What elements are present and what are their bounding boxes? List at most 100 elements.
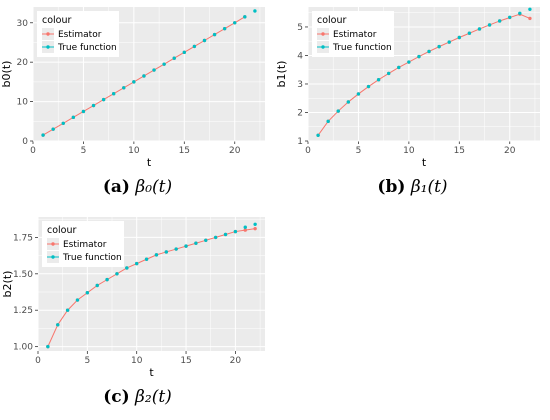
true-function-point (437, 44, 441, 49)
true-function-point (447, 40, 451, 44)
y-axis-title: b2(t) (1, 271, 14, 298)
true-function-point (132, 80, 136, 84)
true-function-point (467, 31, 472, 35)
legend-title: colour (47, 225, 77, 236)
estimator-point (243, 228, 247, 232)
true-function-point (417, 54, 421, 59)
x-tick-label: 10 (128, 146, 140, 156)
true-function-point (376, 78, 381, 82)
true-function-point (144, 257, 149, 261)
true-function-point (386, 71, 391, 76)
true-function-point (407, 60, 411, 64)
caption-b: (b) β₁(t) (275, 177, 550, 197)
y-tick-label: 1.75 (13, 233, 33, 243)
caption-c: (c) β₂(t) (0, 387, 275, 407)
chart-b1: 0 5 10 15 20 1 2 3 4 5 t b1(t) colour Estimator True f… (275, 7, 540, 169)
true-function-point (172, 56, 176, 60)
true-function-point (212, 32, 217, 37)
true-function-point (75, 298, 80, 302)
caption-c-math: β₂(t) (135, 387, 172, 407)
x-tick-label: 0 (35, 356, 41, 366)
true-function-point (46, 344, 50, 349)
true-function-point (41, 133, 45, 137)
x-tick-label: 15 (180, 356, 191, 366)
true-function-point (194, 241, 198, 245)
true-function-point (152, 68, 156, 72)
legend-estimator-point (51, 242, 55, 246)
true-function-point (213, 235, 218, 240)
true-function-point (125, 266, 129, 270)
true-function-point (202, 38, 207, 43)
true-function-point (233, 21, 237, 25)
caption-a-label: (a) (102, 177, 130, 197)
true-function-point (51, 127, 55, 131)
caption-b-label: (b) (377, 177, 406, 197)
true-function-point (518, 11, 522, 15)
legend-true-label: True function (332, 43, 392, 53)
y-axis-title: b0(t) (0, 61, 13, 88)
true-function-point (81, 109, 86, 114)
legend-estimator-label: Estimator (58, 30, 102, 40)
true-function-point (427, 49, 431, 54)
true-function-point (95, 283, 99, 288)
y-tick-label: 1 (297, 137, 303, 147)
true-function-point (182, 50, 187, 55)
true-function-point (487, 23, 492, 27)
x-tick-label: 20 (504, 146, 516, 156)
chart-b0: 0 5 10 15 20 0 10 20 30 t b0(t) colour Estimator True… (0, 7, 265, 169)
x-tick-label: 15 (454, 146, 465, 156)
x-tick-label: 15 (179, 146, 190, 156)
true-function-point (184, 244, 188, 248)
estimator-point (253, 226, 257, 231)
true-function-point (122, 86, 126, 90)
x-axis-title: t (422, 156, 427, 169)
true-function-point (154, 253, 159, 257)
true-function-point (233, 229, 238, 234)
x-tick-label: 20 (229, 146, 241, 156)
x-tick-label: 10 (403, 146, 415, 156)
x-tick-label: 0 (305, 146, 311, 156)
true-function-point (162, 62, 166, 66)
x-tick-label: 5 (84, 356, 90, 366)
true-function-point (336, 109, 340, 113)
caption-a: (a) β₀(t) (0, 177, 275, 197)
true-function-point (91, 103, 96, 108)
y-axis-title: b1(t) (275, 61, 288, 88)
x-axis-title: t (147, 156, 152, 169)
y-tick-label: 4 (297, 51, 303, 61)
true-function-point (457, 35, 462, 40)
x-tick-label: 0 (30, 146, 36, 156)
legend-estimator-point (321, 32, 325, 36)
legend-true-point (51, 255, 55, 259)
true-function-point (71, 115, 76, 120)
true-function-point (477, 27, 482, 31)
true-function-point (223, 232, 228, 237)
estimator-line (47, 228, 256, 347)
legend-true-point (321, 45, 325, 49)
y-tick-label: 0 (22, 137, 28, 147)
legend-true-point (46, 45, 50, 49)
true-function-point (253, 9, 257, 13)
true-function-point (85, 291, 90, 295)
true-function-point (508, 15, 512, 19)
y-tick-label: 2 (297, 108, 303, 118)
true-function-point (497, 19, 502, 23)
estimator-point (528, 16, 532, 21)
x-tick-label: 20 (230, 356, 242, 366)
panel-c: 0 5 10 15 20 1.00 1.25 1.50 1.75 t b2(t) colour Esti… (0, 210, 275, 420)
legend-title: colour (317, 15, 347, 26)
y-tick-label: 20 (17, 58, 29, 68)
true-function-point (142, 74, 146, 78)
true-function-point (397, 65, 401, 70)
y-tick-label: 1.25 (13, 306, 33, 316)
legend-estimator-label: Estimator (63, 240, 107, 250)
legend-title: colour (42, 15, 72, 26)
true-function-point (356, 92, 361, 96)
true-function-point (164, 250, 169, 254)
caption-b-math: β₁(t) (410, 177, 448, 197)
y-tick-label: 5 (297, 23, 303, 33)
true-function-point (346, 100, 351, 104)
panel-a: 0 5 10 15 20 0 10 20 30 t b0(t) colour Estimator True… (0, 0, 275, 205)
x-tick-label: 10 (131, 356, 143, 366)
true-function-point (192, 44, 197, 49)
